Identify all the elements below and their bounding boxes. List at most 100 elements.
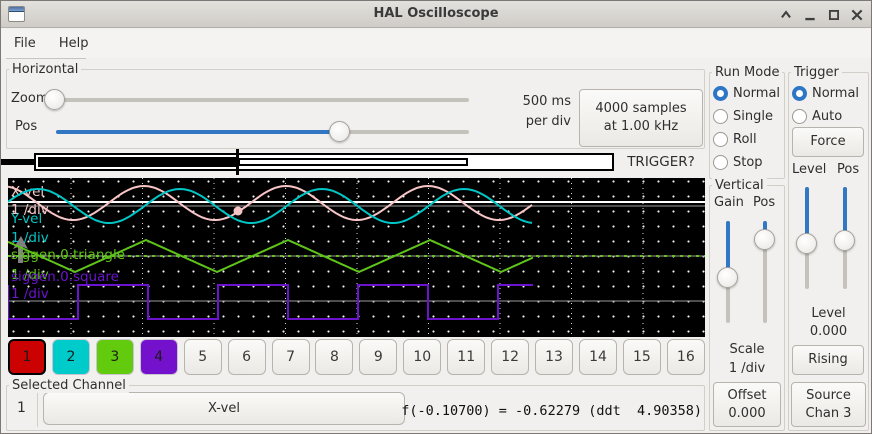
waveform-trace-ch1 (8, 184, 533, 221)
run-mode-option-roll[interactable]: Roll (713, 131, 757, 147)
selected-channel-frame (6, 385, 705, 431)
radio-label: Roll (733, 131, 757, 147)
channel-button-16[interactable]: 16 (666, 339, 705, 375)
selected-channel-number: 1 (17, 400, 26, 416)
channel-button-4[interactable]: 4 (139, 339, 178, 375)
slider-handle[interactable] (44, 89, 66, 110)
channel-scale-label: 1 /div (11, 230, 49, 246)
vertical-gain-slider[interactable] (717, 221, 739, 323)
pretrigger-line (1, 159, 35, 165)
trigger-level-caption: Level (811, 306, 846, 321)
maximize-window-icon[interactable] (827, 8, 841, 22)
run-mode-option-normal[interactable]: Normal (713, 85, 780, 101)
radio-label: Normal (812, 85, 860, 101)
probe-marker[interactable] (233, 206, 243, 216)
selected-channel-separator (37, 391, 38, 427)
samples-count: 4000 samples (595, 101, 687, 116)
channel-button-5[interactable]: 5 (183, 339, 222, 375)
channel-scale-label: 1 /div (11, 267, 49, 283)
slider-fill (805, 187, 809, 244)
menu-help[interactable]: Help (58, 36, 89, 51)
scope-display[interactable]: X-vel 1 /div Y-vel 1 /div siggen.0.triangle 1… (8, 178, 705, 337)
channel-button-15[interactable]: 15 (622, 339, 661, 375)
record-window-bar[interactable] (34, 153, 614, 171)
radio-label: Single (733, 108, 773, 124)
radio-icon[interactable] (713, 131, 728, 147)
channel-button-12[interactable]: 12 (491, 339, 530, 375)
channel-button-6[interactable]: 6 (227, 339, 266, 375)
time-per-div-line2: per div (525, 114, 571, 129)
channel-button-8[interactable]: 8 (315, 339, 354, 375)
radio-icon[interactable] (713, 85, 728, 101)
horizontal-zoom-slider[interactable] (44, 89, 469, 111)
horizontal-frame-label: Horizontal (9, 62, 82, 77)
channel-name-label: X-vel (11, 184, 44, 200)
channel-button-2[interactable]: 2 (51, 339, 90, 375)
channel-scale-label: 1 /div (11, 202, 49, 218)
trigger-pos-slider-label: Pos (837, 162, 860, 177)
slider-handle[interactable] (717, 267, 738, 289)
slider-track[interactable] (49, 98, 469, 102)
channel-button-7[interactable]: 7 (271, 339, 310, 375)
horizontal-pos-slider[interactable] (56, 121, 469, 143)
radio-icon[interactable] (792, 108, 807, 124)
trigger-level-value: 0.000 (809, 324, 848, 339)
trigger-position-tick[interactable] (236, 149, 239, 175)
slider-handle[interactable] (834, 230, 855, 252)
slider-handle[interactable] (754, 229, 775, 251)
trigger-level-slider[interactable] (796, 187, 818, 289)
vertical-position-arrow-icon (13, 236, 28, 263)
run-mode-frame-label: Run Mode (712, 65, 783, 80)
channel-name-label: siggen.0.square (11, 269, 119, 285)
channel-value-readout: f(-0.10700) = -0.62279 (ddt 4.90358) (401, 403, 702, 419)
record-settings-button[interactable]: 4000 samples at 1.00 kHz (579, 89, 703, 147)
channel-button-14[interactable]: 14 (578, 339, 617, 375)
force-trigger-button[interactable]: Force (792, 127, 864, 157)
trigger-frame-label: Trigger (791, 65, 842, 80)
radio-label: Auto (812, 108, 843, 124)
radio-icon[interactable] (713, 108, 728, 124)
channel-button-9[interactable]: 9 (359, 339, 398, 375)
menu-bar: File Help (1, 29, 871, 58)
slider-handle[interactable] (328, 121, 350, 142)
scale-caption: Scale (729, 342, 765, 357)
offset-button[interactable]: Offset 0.000 (713, 382, 781, 427)
vertical-pos-slider[interactable] (754, 221, 776, 323)
radio-label: Stop (733, 154, 763, 170)
channel-button-10[interactable]: 10 (403, 339, 442, 375)
channel-source-button[interactable]: X-vel (43, 392, 405, 425)
channel-button-11[interactable]: 11 (447, 339, 486, 375)
radio-icon[interactable] (713, 154, 728, 170)
trigger-mode-option-normal[interactable]: Normal (792, 85, 859, 101)
slider-track[interactable] (763, 221, 767, 323)
offset-caption: Offset (727, 387, 767, 403)
trigger-mode-option-auto[interactable]: Auto (792, 108, 842, 124)
vertical-pos-slider-label: Pos (753, 195, 776, 210)
slider-handle[interactable] (796, 233, 817, 255)
run-mode-option-stop[interactable]: Stop (713, 154, 763, 170)
shade-window-icon[interactable] (779, 8, 793, 22)
close-window-icon[interactable] (850, 8, 864, 22)
waveform-trace-ch2 (8, 187, 533, 224)
channel-button-3[interactable]: 3 (95, 339, 134, 375)
trigger-pos-slider[interactable] (834, 187, 856, 289)
gain-slider-label: Gain (714, 195, 744, 210)
run-mode-option-single[interactable]: Single (713, 108, 773, 124)
minimize-window-icon[interactable] (803, 8, 817, 22)
menu-file[interactable]: File (14, 36, 36, 51)
trigger-status-label: TRIGGER? (627, 154, 695, 170)
pos-slider-label: Pos (15, 119, 38, 134)
time-per-div-line1: 500 ms (522, 94, 571, 109)
title-bar: HAL Oscilloscope (1, 1, 871, 28)
trigger-source-button[interactable]: Source Chan 3 (791, 382, 866, 427)
channel-scale-label: 1 /div (11, 286, 49, 302)
radio-icon[interactable] (792, 85, 807, 101)
channel-button-row: 1 2 3 4 5 6 7 8 9 10 11 12 13 14 15 16 (8, 339, 705, 375)
recorded-portion-bar (38, 157, 238, 167)
channel-button-1[interactable]: 1 (8, 339, 46, 375)
window-title: HAL Oscilloscope (373, 6, 499, 21)
slider-fill (843, 187, 847, 241)
trigger-edge-button[interactable]: Rising (792, 345, 864, 375)
channel-button-13[interactable]: 13 (535, 339, 574, 375)
